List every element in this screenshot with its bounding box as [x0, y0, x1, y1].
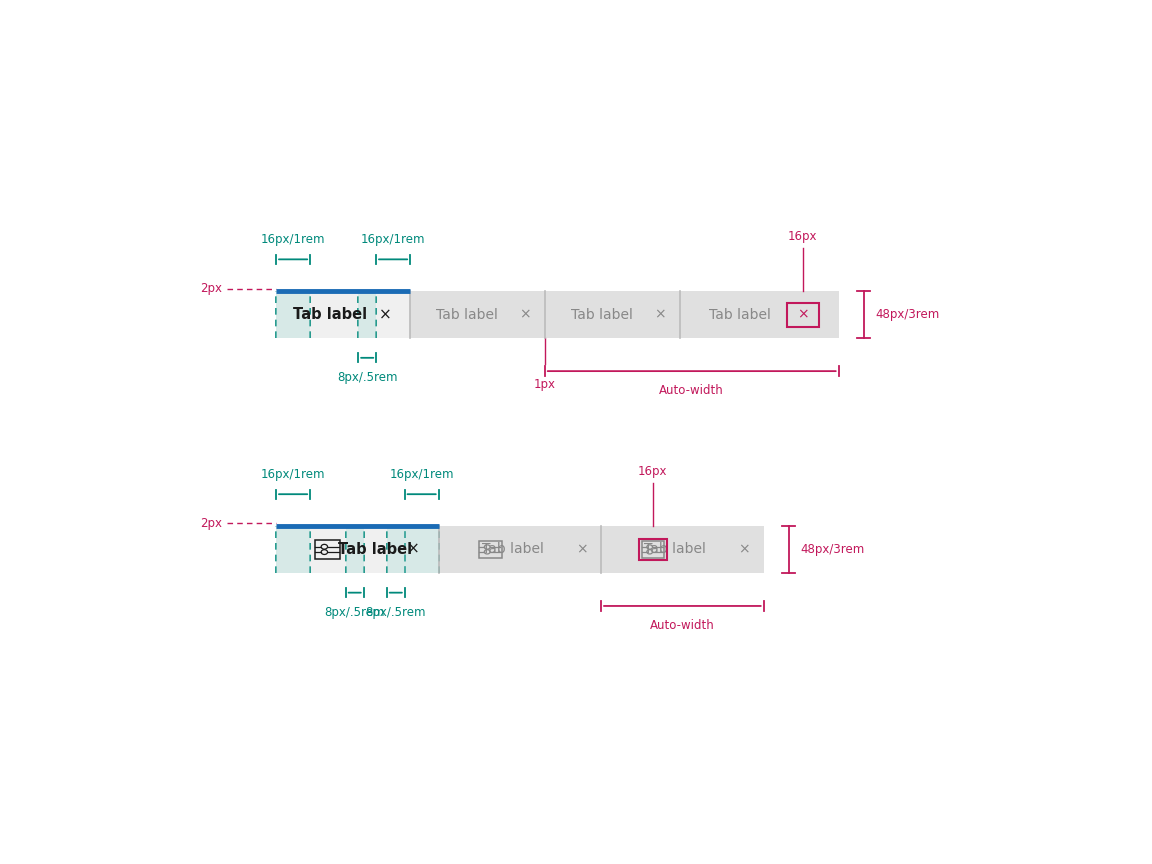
Text: Tab label: Tab label — [570, 308, 632, 321]
Text: Tab label: Tab label — [339, 542, 412, 557]
Bar — [276, 526, 439, 573]
Bar — [276, 291, 310, 338]
Text: Tab label: Tab label — [644, 543, 706, 556]
Bar — [358, 291, 376, 338]
Text: Tab label: Tab label — [708, 308, 771, 321]
Bar — [545, 291, 680, 338]
Text: Auto-width: Auto-width — [659, 384, 725, 397]
Bar — [404, 526, 439, 573]
Text: ×: × — [408, 542, 420, 557]
Bar — [410, 291, 545, 338]
Bar — [787, 302, 819, 327]
Text: 2px: 2px — [200, 283, 222, 295]
Bar — [276, 526, 310, 573]
Text: 16px: 16px — [638, 465, 668, 478]
Text: 48px/3rem: 48px/3rem — [801, 543, 864, 556]
Bar — [479, 541, 501, 558]
Text: 2px: 2px — [200, 517, 222, 530]
Bar — [638, 539, 667, 560]
Bar — [601, 526, 764, 573]
Bar — [387, 526, 404, 573]
Bar — [680, 291, 839, 338]
Text: ×: × — [379, 307, 392, 322]
Bar — [439, 526, 601, 573]
Text: ×: × — [576, 543, 588, 556]
Text: ×: × — [738, 543, 750, 556]
Text: Auto-width: Auto-width — [650, 619, 714, 632]
Text: 48px/3rem: 48px/3rem — [876, 308, 939, 321]
Text: ×: × — [520, 308, 531, 321]
Text: 16px/1rem: 16px/1rem — [361, 233, 425, 246]
Bar — [276, 291, 410, 338]
Text: 16px/1rem: 16px/1rem — [389, 468, 454, 481]
Text: 16px: 16px — [788, 230, 818, 243]
Text: ×: × — [654, 308, 666, 321]
Text: 8px/.5rem: 8px/.5rem — [325, 606, 385, 619]
Text: 1px: 1px — [533, 378, 556, 391]
Text: 8px/.5rem: 8px/.5rem — [365, 606, 426, 619]
Text: Tab label: Tab label — [293, 307, 366, 322]
Text: 8px/.5rem: 8px/.5rem — [336, 372, 397, 384]
Bar — [316, 540, 341, 559]
Text: 16px/1rem: 16px/1rem — [260, 468, 325, 481]
Bar — [642, 541, 665, 558]
Text: ×: × — [797, 308, 809, 321]
Text: Tab label: Tab label — [435, 308, 498, 321]
Bar — [346, 526, 364, 573]
Text: Tab label: Tab label — [482, 543, 544, 556]
Text: 16px/1rem: 16px/1rem — [260, 233, 325, 246]
